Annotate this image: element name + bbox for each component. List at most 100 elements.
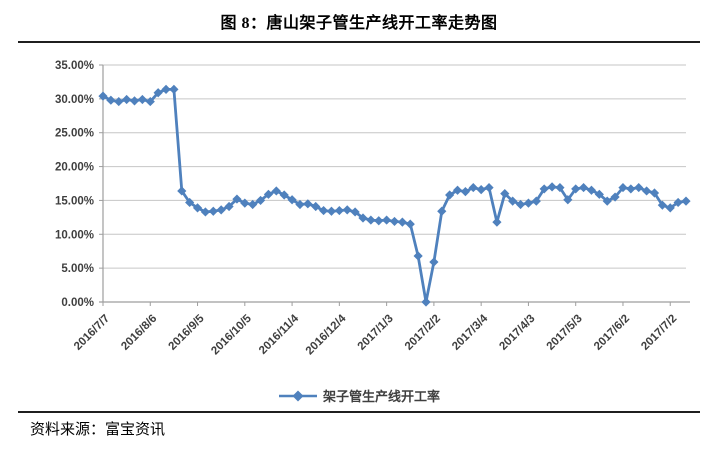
legend-series-label: 架子管生产线开工率	[322, 389, 440, 404]
x-axis-tick-label: 2017/5/3	[545, 313, 585, 353]
data-point	[515, 199, 526, 210]
data-point	[500, 189, 510, 199]
chart-title: 图 8：唐山架子管生产线开工率走势图	[220, 15, 498, 32]
data-point	[161, 84, 171, 94]
data-point	[563, 195, 573, 205]
data-point	[642, 186, 652, 196]
data-point	[287, 195, 297, 205]
data-point	[224, 201, 234, 212]
data-point	[413, 251, 423, 261]
chart-legend: 架子管生产线开工率	[0, 386, 718, 405]
data-point	[484, 182, 494, 193]
x-axis-tick-label: 2016/10/5	[209, 312, 254, 357]
data-point	[547, 182, 557, 192]
data-point	[177, 186, 187, 196]
data-point	[350, 207, 360, 217]
legend-line-marker-icon	[278, 390, 317, 401]
data-point	[382, 215, 392, 225]
y-axis-tick-label: 20.00%	[55, 162, 94, 174]
x-axis-tick-label: 2017/4/3	[497, 313, 537, 353]
data-point	[649, 188, 660, 198]
data-point	[295, 199, 305, 210]
data-point	[389, 216, 400, 227]
footer-rule	[18, 411, 700, 413]
data-point	[634, 182, 644, 193]
data-point	[326, 206, 337, 216]
gridlines	[103, 64, 686, 269]
data-point	[98, 91, 108, 101]
y-axis-tick-label: 10.00%	[55, 229, 94, 241]
data-point	[122, 94, 132, 105]
x-axis-tick-label: 2016/9/5	[167, 312, 208, 353]
data-point	[626, 184, 636, 194]
data-point	[255, 195, 266, 206]
data-point	[153, 88, 163, 98]
data-point	[429, 257, 439, 267]
y-axis-tick-label: 25.00%	[55, 128, 94, 140]
data-point	[681, 196, 691, 206]
x-axis-tick-label: 2017/1/3	[356, 313, 396, 353]
x-axis-ticks	[102, 302, 671, 306]
data-point	[169, 84, 179, 94]
x-axis-tick-label: 2017/7/2	[639, 313, 679, 353]
data-point	[216, 205, 226, 215]
data-point	[342, 205, 352, 215]
data-point	[318, 205, 329, 216]
data-point	[129, 96, 140, 106]
x-axis-tick-label: 2017/2/2	[403, 313, 443, 353]
data-point	[673, 197, 683, 208]
y-axis-tick-label: 0.00%	[61, 297, 94, 309]
data-point	[208, 206, 218, 216]
data-point	[145, 96, 155, 107]
data-point	[334, 205, 344, 216]
data-point	[271, 186, 281, 196]
data-point	[421, 297, 431, 307]
data-point	[468, 182, 478, 193]
data-point	[476, 184, 486, 195]
data-point	[452, 185, 463, 195]
data-point	[106, 95, 116, 105]
y-axis-labels: 35.00% 30.00% 25.00% 20.00% 15.00% 10.00% 5.00…	[55, 60, 94, 309]
x-axis-tick-label: 2017/6/2	[592, 313, 632, 353]
data-point	[602, 196, 612, 206]
data-point	[531, 196, 541, 206]
data-point	[578, 182, 589, 193]
data-point	[185, 197, 195, 208]
data-point	[303, 199, 313, 209]
x-axis-labels: 2016/7/7 2016/8/6 2016/9/5 2016/10/5 2016/11…	[72, 312, 679, 357]
data-point	[240, 198, 250, 208]
data-point	[618, 182, 628, 193]
data-point	[232, 194, 242, 204]
data-point	[192, 203, 203, 213]
x-axis-tick-label: 2016/8/6	[119, 313, 159, 353]
data-point	[311, 201, 321, 212]
data-point	[374, 216, 384, 226]
data-point	[248, 199, 258, 210]
data-point	[405, 219, 415, 229]
data-point	[539, 184, 549, 194]
axes	[99, 65, 690, 303]
data-point	[445, 190, 455, 200]
data-point	[358, 213, 368, 223]
data-point	[397, 217, 407, 227]
x-axis-tick-label: 2016/7/7	[72, 313, 112, 353]
data-point	[508, 196, 518, 206]
y-axis-tick-label: 15.00%	[55, 195, 94, 207]
data-point	[594, 189, 604, 199]
data-point	[586, 185, 597, 195]
data-point	[555, 182, 565, 193]
data-point	[523, 198, 534, 208]
data-point	[366, 215, 376, 225]
data-point	[460, 187, 471, 197]
data-point	[571, 184, 581, 194]
title-rule	[18, 41, 700, 43]
y-axis-tick-label: 35.00%	[55, 60, 94, 72]
data-point	[114, 96, 124, 107]
data-point	[665, 203, 675, 213]
data-point	[657, 200, 667, 210]
y-axis-tick-label: 30.00%	[55, 94, 94, 106]
x-axis-tick-label: 2017/3/4	[450, 312, 491, 353]
data-point	[263, 189, 274, 199]
data-point	[200, 207, 211, 217]
x-axis-tick-label: 2016/12/4	[304, 312, 349, 357]
